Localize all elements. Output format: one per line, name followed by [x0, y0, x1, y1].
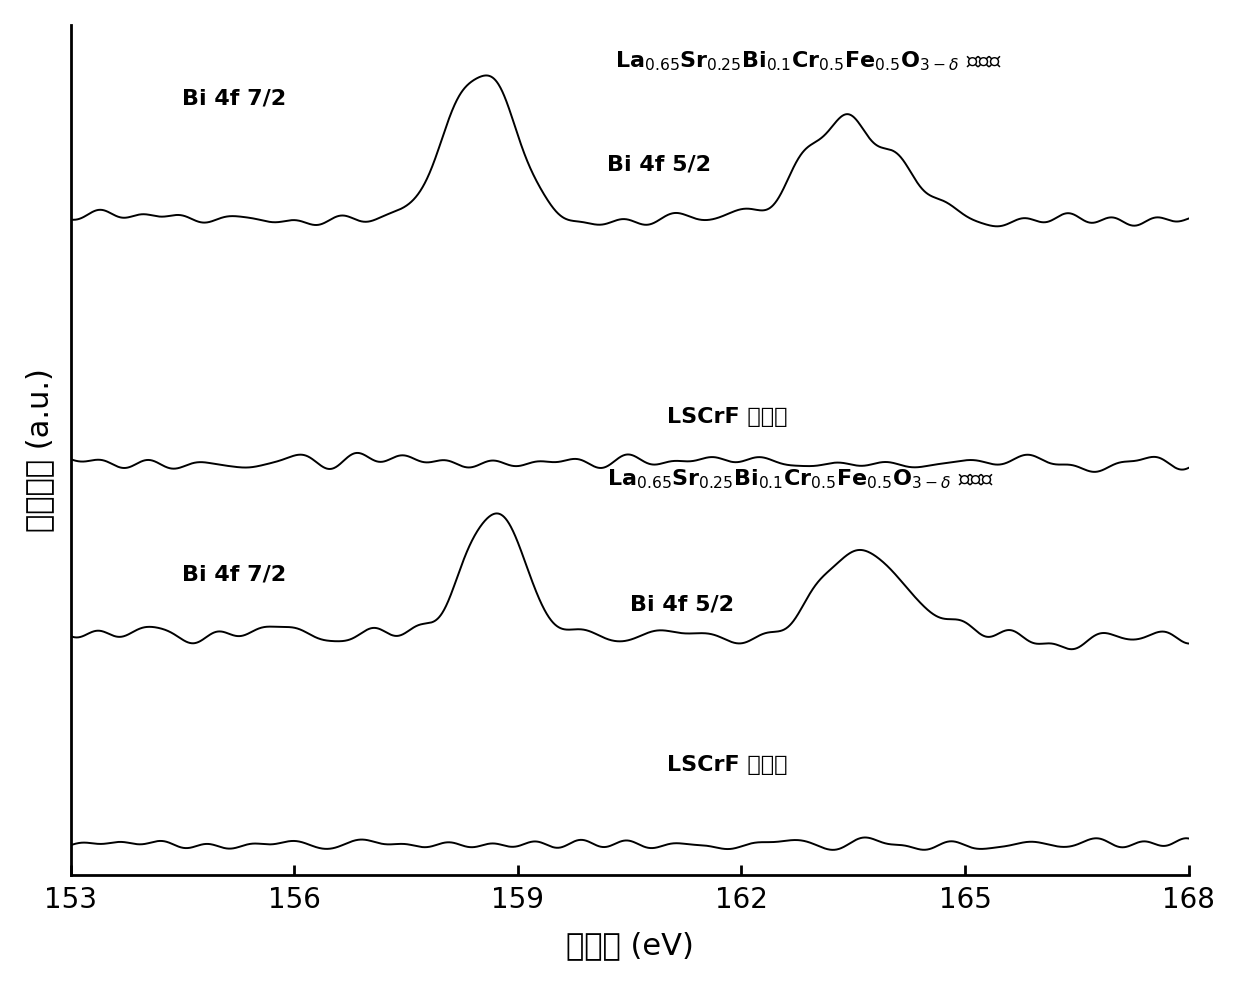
Text: La$_{0.65}$Sr$_{0.25}$Bi$_{0.1}$Cr$_{0.5}$Fe$_{0.5}$O$_{3-\delta}$ 还原前: La$_{0.65}$Sr$_{0.25}$Bi$_{0.1}$Cr$_{0.5…: [608, 468, 994, 492]
Y-axis label: 相对强度 (a.u.): 相对强度 (a.u.): [25, 368, 55, 532]
Text: LSCrF 还原前: LSCrF 还原前: [667, 755, 787, 775]
Text: Bi 4f 7/2: Bi 4f 7/2: [182, 89, 286, 108]
Text: Bi 4f 7/2: Bi 4f 7/2: [182, 564, 286, 585]
Text: La$_{0.65}$Sr$_{0.25}$Bi$_{0.1}$Cr$_{0.5}$Fe$_{0.5}$O$_{3-\delta}$ 还原后: La$_{0.65}$Sr$_{0.25}$Bi$_{0.1}$Cr$_{0.5…: [615, 50, 1002, 74]
X-axis label: 结合能 (eV): 结合能 (eV): [565, 931, 693, 960]
Text: LSCrF 还原后: LSCrF 还原后: [667, 407, 787, 427]
Text: Bi 4f 5/2: Bi 4f 5/2: [630, 594, 734, 614]
Text: Bi 4f 5/2: Bi 4f 5/2: [608, 155, 712, 174]
